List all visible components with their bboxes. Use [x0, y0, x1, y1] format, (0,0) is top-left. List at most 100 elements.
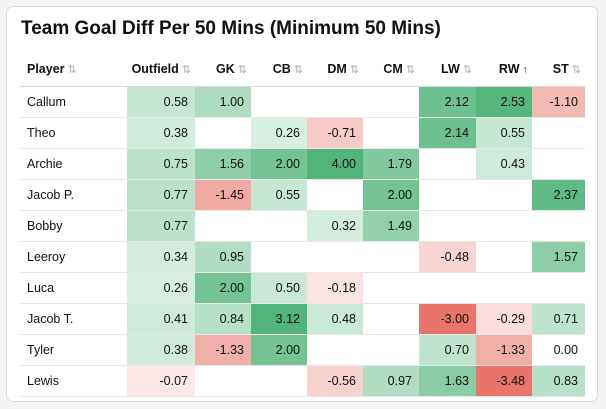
value-cell-lw: [419, 179, 476, 211]
table-row: Bobby 0.77 0.32 1.49: [20, 210, 585, 242]
value-cell-gk: 1.00: [195, 86, 251, 118]
sort-icon: ⇅: [293, 63, 303, 76]
player-name-cell: Lewis: [20, 365, 127, 397]
column-header-label: Outfield: [131, 61, 179, 76]
value-cell-lw: [419, 272, 476, 304]
header-row: Player ⇅ Outfield ⇅ GK ⇅ CB ⇅ DM ⇅ CM ⇅ LW ⇅ RW ↑ ST ⇅: [20, 52, 585, 87]
value-cell-cb: [251, 241, 307, 273]
column-header-label: GK: [216, 61, 235, 76]
value-cell-dm: -0.18: [307, 272, 363, 304]
value-cell-rw: -1.33: [476, 334, 532, 366]
value-cell-cm: [363, 117, 419, 149]
value-cell-cm: 1.49: [363, 210, 419, 242]
sort-icon: ⇅: [405, 63, 415, 76]
value-cell-outfield: 0.75: [127, 148, 195, 180]
player-name-cell: Archie: [20, 148, 127, 180]
value-cell-rw: -0.29: [476, 303, 532, 335]
value-cell-dm: 0.32: [307, 210, 363, 242]
column-header-label: RW: [498, 61, 520, 76]
value-cell-rw: 0.55: [476, 117, 532, 149]
page-title: Team Goal Diff Per 50 Mins (Minimum 50 M…: [21, 18, 441, 39]
value-cell-dm: [307, 86, 363, 118]
value-cell-gk: [195, 117, 251, 149]
value-cell-lw: [419, 210, 476, 242]
column-header-cb[interactable]: CB ⇅: [251, 52, 307, 87]
value-cell-outfield: 0.38: [127, 334, 195, 366]
value-cell-gk: -1.33: [195, 334, 251, 366]
sort-icon: ⇅: [571, 63, 581, 76]
value-cell-dm: -0.71: [307, 117, 363, 149]
value-cell-rw: [476, 179, 532, 211]
value-cell-cm: [363, 334, 419, 366]
player-name-cell: Luca: [20, 272, 127, 304]
sort-ascending-icon: ↑: [522, 63, 529, 76]
value-cell-outfield: 0.77: [127, 179, 195, 211]
value-cell-cb: [251, 86, 307, 118]
player-name-cell: Leeroy: [20, 241, 127, 273]
sort-icon: ⇅: [237, 63, 247, 76]
value-cell-rw: [476, 272, 532, 304]
table-row: Leeroy 0.34 0.95 -0.48 1.57: [20, 241, 585, 273]
table-row: Lewis -0.07 -0.56 0.97 1.63 -3.48 0.83: [20, 365, 585, 397]
value-cell-lw: [419, 148, 476, 180]
value-cell-gk: 0.84: [195, 303, 251, 335]
value-cell-cb: 2.00: [251, 148, 307, 180]
value-cell-dm: 4.00: [307, 148, 363, 180]
value-cell-outfield: 0.58: [127, 86, 195, 118]
table-row: Jacob T. 0.41 0.84 3.12 0.48 -3.00 -0.29 0.71: [20, 303, 585, 335]
column-header-label: CM: [383, 61, 403, 76]
column-header-cm[interactable]: CM ⇅: [363, 52, 419, 87]
column-header-lw[interactable]: LW ⇅: [419, 52, 476, 87]
sort-icon: ⇅: [349, 63, 359, 76]
value-cell-st: 0.71: [532, 303, 585, 335]
column-header-player[interactable]: Player ⇅: [20, 52, 127, 87]
column-header-rw[interactable]: RW ↑: [476, 52, 532, 87]
value-cell-lw: 2.12: [419, 86, 476, 118]
value-cell-rw: [476, 241, 532, 273]
sort-icon: ⇅: [67, 63, 77, 76]
value-cell-lw: -0.48: [419, 241, 476, 273]
column-header-outfield[interactable]: Outfield ⇅: [127, 52, 195, 87]
value-cell-outfield: 0.26: [127, 272, 195, 304]
value-cell-st: 2.37: [532, 179, 585, 211]
value-cell-cm: [363, 303, 419, 335]
value-cell-st: 1.57: [532, 241, 585, 273]
value-cell-st: [532, 210, 585, 242]
value-cell-dm: -0.56: [307, 365, 363, 397]
column-header-st[interactable]: ST ⇅: [532, 52, 585, 87]
value-cell-rw: [476, 210, 532, 242]
value-cell-cm: 2.00: [363, 179, 419, 211]
value-cell-cm: [363, 241, 419, 273]
value-cell-outfield: 0.34: [127, 241, 195, 273]
value-cell-cb: 0.26: [251, 117, 307, 149]
column-header-label: DM: [327, 61, 347, 76]
value-cell-rw: -3.48: [476, 365, 532, 397]
table-row: Callum 0.58 1.00 2.12 2.53 -1.10: [20, 86, 585, 118]
value-cell-gk: 0.95: [195, 241, 251, 273]
column-header-label: CB: [272, 61, 291, 76]
player-name-cell: Jacob P.: [20, 179, 127, 211]
value-cell-dm: [307, 334, 363, 366]
value-cell-gk: 2.00: [195, 272, 251, 304]
value-cell-lw: 2.14: [419, 117, 476, 149]
value-cell-gk: -1.45: [195, 179, 251, 211]
player-name-cell: Tyler: [20, 334, 127, 366]
value-cell-dm: [307, 241, 363, 273]
value-cell-lw: 0.70: [419, 334, 476, 366]
player-name-cell: Theo: [20, 117, 127, 149]
player-name-cell: Callum: [20, 86, 127, 118]
value-cell-cm: [363, 272, 419, 304]
value-cell-cb: [251, 365, 307, 397]
table-row: Archie 0.75 1.56 2.00 4.00 1.79 0.43: [20, 148, 585, 180]
column-header-dm[interactable]: DM ⇅: [307, 52, 363, 87]
player-name-cell: Jacob T.: [20, 303, 127, 335]
table-row: Tyler 0.38 -1.33 2.00 0.70 -1.33 0.00: [20, 334, 585, 366]
value-cell-outfield: 0.38: [127, 117, 195, 149]
goal-diff-table: Player ⇅ Outfield ⇅ GK ⇅ CB ⇅ DM ⇅ CM ⇅ LW ⇅ RW ↑ ST ⇅ Ca…: [20, 52, 585, 397]
value-cell-rw: 2.53: [476, 86, 532, 118]
column-header-label: LW: [441, 61, 460, 76]
value-cell-st: 0.00: [532, 334, 585, 366]
value-cell-cm: 1.79: [363, 148, 419, 180]
column-header-gk[interactable]: GK ⇅: [195, 52, 251, 87]
value-cell-gk: [195, 210, 251, 242]
